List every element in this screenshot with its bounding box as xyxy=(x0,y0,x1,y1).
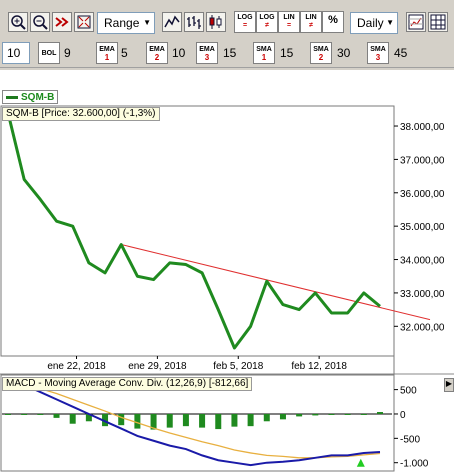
line-chart-button[interactable] xyxy=(162,12,182,32)
macd-histogram-bar xyxy=(199,413,206,428)
line-chart-icon xyxy=(164,15,180,28)
macd-tick-label: 500 xyxy=(400,386,417,397)
double-chevron-right-icon xyxy=(55,17,69,27)
price-tick-label: 34.000,00 xyxy=(400,256,445,267)
zoom-in-button[interactable] xyxy=(8,12,28,32)
macd-histogram-bar xyxy=(182,413,189,427)
legend-label: SQM-B xyxy=(21,91,55,103)
price-tick-label: 37.000,00 xyxy=(400,155,445,166)
macd-histogram-bar xyxy=(344,413,351,415)
bol-value: 9 xyxy=(64,46,71,60)
macd-line xyxy=(7,378,381,467)
ema-1-button[interactable]: EMA 1 xyxy=(96,42,118,64)
candlestick-icon xyxy=(209,15,222,29)
candlestick-button[interactable] xyxy=(206,12,226,32)
macd-histogram-bar xyxy=(231,413,238,427)
range-dropdown-label: Range xyxy=(104,16,140,30)
macd-histogram-bar xyxy=(53,413,60,418)
macd-tick-label: -1.000 xyxy=(400,459,429,470)
bar-chart-button[interactable] xyxy=(184,12,204,32)
chart-area[interactable]: 38.000,00 37.000,00 36.000,00 35.000,00 34.0… xyxy=(0,70,454,472)
main-toolbar: Range ▼ LOG = LOG ≠ LIN = LIN ≠ % Daily ▼ xyxy=(0,0,454,38)
macd-histogram-bar xyxy=(5,413,11,415)
macd-histogram-bar xyxy=(215,413,222,430)
macd-histogram-bar xyxy=(118,413,125,426)
zoom-in-icon xyxy=(11,15,26,30)
zoom-out-icon xyxy=(33,15,48,30)
fit-icon xyxy=(77,15,91,29)
price-tick-label: 35.000,00 xyxy=(400,222,445,233)
ema-3-button[interactable]: EMA 3 xyxy=(196,42,218,64)
price-tick-label: 32.000,00 xyxy=(400,322,445,333)
macd-histogram-bar xyxy=(166,413,173,428)
macd-histogram-bar xyxy=(377,412,383,414)
macd-histogram-bar xyxy=(21,413,28,415)
chevron-down-icon: ▼ xyxy=(143,18,151,27)
trend-line xyxy=(121,244,431,321)
macd-tick-label: -500 xyxy=(400,434,420,445)
sma-3-value: 45 xyxy=(394,46,408,60)
macd-histogram-bar xyxy=(85,413,92,422)
scroll-right-arrow[interactable]: ▶ xyxy=(444,378,454,392)
buy-signal-marker xyxy=(356,458,365,467)
sma-1-value: 15 xyxy=(280,46,294,60)
lin-equal-button[interactable]: LIN = xyxy=(278,11,300,33)
date-tick-label: ene 29, 2018 xyxy=(128,361,187,372)
date-tick-label: feb 12, 2018 xyxy=(291,361,347,372)
macd-histogram-bar xyxy=(360,413,367,415)
sma-1-button[interactable]: SMA 1 xyxy=(253,42,275,64)
ohlc-bars-icon xyxy=(187,16,201,29)
grid-icon xyxy=(430,14,446,30)
sma-2-value: 30 xyxy=(337,46,351,60)
legend-line-swatch xyxy=(6,95,18,99)
sma-2-button[interactable]: SMA 2 xyxy=(310,42,332,64)
macd-histogram-bar xyxy=(134,413,141,429)
zoom-out-button[interactable] xyxy=(30,12,50,32)
chevron-down-icon: ▼ xyxy=(386,18,394,27)
date-tick-label: ene 22, 2018 xyxy=(47,361,106,372)
price-tick-label: 33.000,00 xyxy=(400,289,445,300)
price-chart[interactable]: 38.000,00 37.000,00 36.000,00 35.000,00 34.0… xyxy=(0,70,454,472)
ema-2-button[interactable]: EMA 2 xyxy=(146,42,168,64)
macd-histogram-bar xyxy=(247,413,254,427)
macd-histogram-bar xyxy=(102,413,109,427)
period-dropdown-label: Daily xyxy=(357,16,384,30)
macd-histogram-bar xyxy=(296,413,303,417)
chart-settings-button[interactable] xyxy=(406,12,426,32)
price-tick-label: 36.000,00 xyxy=(400,189,445,200)
macd-histogram-bar xyxy=(69,413,76,424)
log-equal-button[interactable]: LOG = xyxy=(234,11,256,33)
period-dropdown[interactable]: Daily ▼ xyxy=(350,12,398,34)
macd-histogram-bar xyxy=(150,413,157,430)
ema-3-value: 15 xyxy=(223,46,237,60)
grid-layout-button[interactable] xyxy=(428,12,448,32)
chart-grid-icon xyxy=(408,14,424,30)
percent-button[interactable]: % xyxy=(322,11,344,33)
macd-histogram-bar xyxy=(279,413,286,420)
price-tick-label: 38.000,00 xyxy=(400,122,445,133)
macd-histogram-bar xyxy=(37,413,44,415)
sma-3-button[interactable]: SMA 3 xyxy=(367,42,389,64)
date-tick-label: feb 5, 2018 xyxy=(213,361,263,372)
bol-indicator-button[interactable]: BOL xyxy=(38,42,60,64)
lin-notequal-button[interactable]: LIN ≠ xyxy=(300,11,322,33)
macd-label: MACD - Moving Average Conv. Div. (12,26,… xyxy=(2,377,253,391)
price-label: SQM-B [Price: 32.600,00] (-1,3%) xyxy=(2,107,160,121)
series-legend: SQM-B xyxy=(2,90,59,104)
macd-histogram-bar xyxy=(312,413,319,416)
macd-histogram-bar xyxy=(263,413,270,422)
ema-2-value: 10 xyxy=(172,46,186,60)
price-panel-frame xyxy=(0,105,395,357)
macd-tick-label: 0 xyxy=(400,410,406,421)
ema-1-value: 5 xyxy=(121,46,128,60)
fast-forward-button[interactable] xyxy=(52,12,72,32)
range-dropdown[interactable]: Range ▼ xyxy=(97,12,155,34)
indicator-toolbar: 10 BOL 9 EMA 1 5 EMA 2 10 EMA 3 15 SMA 1 15 … xyxy=(0,38,454,68)
log-notequal-button[interactable]: LOG ≠ xyxy=(256,11,278,33)
macd-histogram-bar xyxy=(328,413,335,415)
price-series-line xyxy=(6,112,381,350)
fit-view-button[interactable] xyxy=(74,12,94,32)
first-value-field[interactable]: 10 xyxy=(2,42,30,64)
